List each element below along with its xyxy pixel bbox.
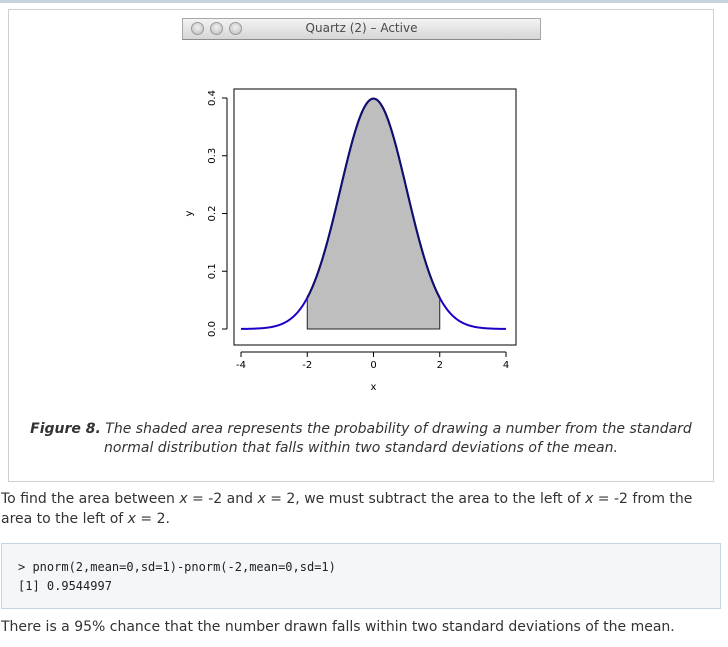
x-tick-label-1: -2	[302, 360, 312, 371]
para1-var-4: x	[127, 511, 136, 527]
para1-text-3: = 2, we must subtract the area to the le…	[265, 491, 586, 507]
figure-label: Figure 8.	[30, 421, 101, 437]
y-tick-label-2: 0.2	[207, 206, 218, 222]
para1-var-2: x	[257, 491, 266, 507]
y-tick-label-3: 0.3	[207, 148, 218, 164]
zoom-window-icon[interactable]	[229, 22, 242, 35]
shaded-area	[306, 98, 441, 330]
density-curve-shaded	[306, 97, 441, 299]
para1-text-1: To find the area between	[1, 491, 180, 507]
close-window-icon[interactable]	[191, 22, 204, 35]
x-tick-label-3: 2	[437, 360, 443, 371]
para1-text-4: = -2 from the area to the left of	[1, 491, 693, 527]
y-tick-label-4: 0.4	[207, 90, 218, 106]
para1-var-3: x	[585, 491, 594, 507]
paragraph-instructions: To find the area between x = -2 and x = …	[1, 489, 725, 529]
paragraph-conclusion: There is a 95% chance that the number dr…	[1, 619, 675, 635]
figure-caption: Figure 8. The shaded area represents the…	[20, 420, 702, 458]
code-block: > pnorm(2,mean=0,sd=1)-pnorm(-2,mean=0,s…	[1, 543, 721, 609]
window-title: Quartz (2) – Active	[305, 21, 418, 35]
y-axis-label: y	[184, 210, 195, 216]
y-tick-label-1: 0.1	[207, 263, 218, 279]
figure-caption-text: The shaded area represents the probabili…	[100, 421, 692, 456]
plot-frame	[233, 88, 517, 346]
para1-text-5: = 2.	[135, 511, 170, 527]
code-output-line: [1] 0.9544997	[18, 579, 112, 593]
para1-var-1: x	[179, 491, 188, 507]
minimize-window-icon[interactable]	[210, 22, 223, 35]
code-command-line: > pnorm(2,mean=0,sd=1)-pnorm(-2,mean=0,s…	[18, 560, 336, 574]
normal-distribution-plot: -4 -2 0 2 4 x 0.0 0.1 0.2 0.3 0.4 y	[184, 88, 517, 393]
x-tick-label-4: 4	[503, 360, 509, 371]
x-tick-label-0: -4	[236, 360, 246, 371]
para1-text-2: = -2 and	[187, 491, 258, 507]
x-tick-label-2: 0	[370, 360, 376, 371]
plot-window-titlebar[interactable]: Quartz (2) – Active	[182, 18, 541, 40]
top-divider	[0, 0, 728, 3]
x-axis-label: x	[371, 382, 377, 393]
y-tick-label-0: 0.0	[207, 321, 218, 337]
